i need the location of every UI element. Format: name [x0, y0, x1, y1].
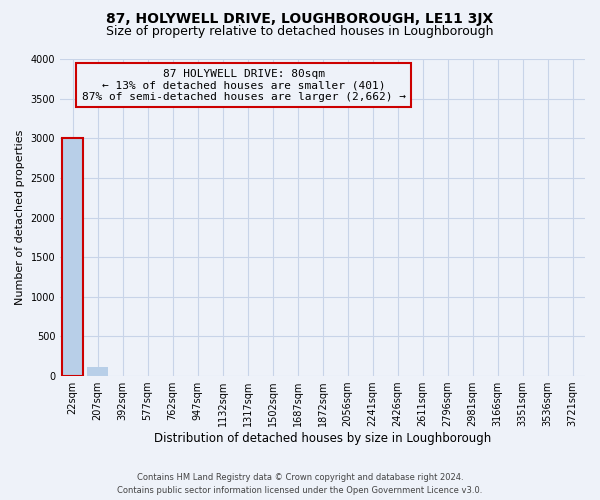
X-axis label: Distribution of detached houses by size in Loughborough: Distribution of detached houses by size …: [154, 432, 491, 445]
Text: Size of property relative to detached houses in Loughborough: Size of property relative to detached ho…: [106, 25, 494, 38]
Text: 87 HOLYWELL DRIVE: 80sqm
← 13% of detached houses are smaller (401)
87% of semi-: 87 HOLYWELL DRIVE: 80sqm ← 13% of detach…: [82, 68, 406, 102]
Text: 87, HOLYWELL DRIVE, LOUGHBOROUGH, LE11 3JX: 87, HOLYWELL DRIVE, LOUGHBOROUGH, LE11 3…: [106, 12, 494, 26]
Text: Contains HM Land Registry data © Crown copyright and database right 2024.
Contai: Contains HM Land Registry data © Crown c…: [118, 473, 482, 495]
Y-axis label: Number of detached properties: Number of detached properties: [15, 130, 25, 305]
Bar: [62, 138, 83, 376]
Bar: [87, 366, 108, 376]
